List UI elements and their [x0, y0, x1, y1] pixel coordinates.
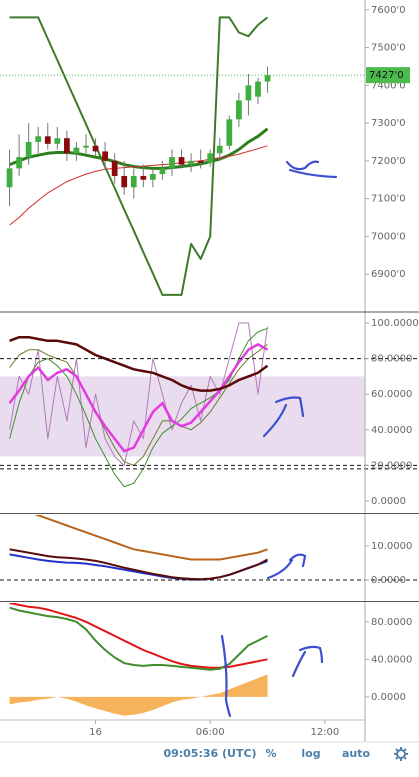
log-button[interactable]: log: [301, 747, 320, 760]
pane: [9, 515, 268, 581]
candle-body: [150, 174, 156, 180]
candle-body: [73, 147, 80, 154]
candle-body: [226, 119, 233, 146]
candle-body: [121, 175, 128, 188]
area: [9, 674, 268, 716]
x-tick-label: 06:00: [196, 727, 225, 738]
candle-body: [130, 175, 137, 188]
last-price-label: 7427'0: [369, 70, 404, 81]
pane: [0, 322, 365, 488]
candle-body: [255, 81, 261, 97]
annotation-stroke: [266, 553, 307, 580]
marks: 7600'0 7500'0 7400'0 7300'0 7200'0 7100'0 7000…: [0, 5, 419, 738]
y-tick-label: 0.0000: [371, 692, 406, 703]
line: [34, 515, 268, 561]
line: [9, 322, 268, 466]
hand-annotations: [220, 160, 338, 718]
y-tick-label: 60.0000: [371, 389, 412, 400]
x-tick-label: 16: [89, 727, 102, 738]
annotation-stroke: [220, 634, 232, 718]
y-tick-label: 0.0000: [371, 575, 406, 586]
y-tick-label: 80.0000: [371, 617, 412, 628]
band: [0, 376, 365, 457]
candle-body: [92, 145, 99, 152]
gear-teeth: [394, 747, 408, 761]
y-tick-label: 40.0000: [371, 654, 412, 665]
candle-body: [102, 151, 108, 161]
line: [9, 548, 268, 581]
line: [9, 606, 268, 671]
y-tick-label: 10.0000: [371, 541, 412, 552]
candle-body: [188, 160, 194, 165]
y-tick-label: 7500'0: [371, 43, 406, 54]
gear-hub: [396, 749, 406, 759]
candle-body: [169, 157, 175, 169]
candle-body: [178, 157, 185, 165]
y-tick-label: 7600'0: [371, 5, 406, 16]
candle-body: [216, 145, 223, 154]
pane: [6, 16, 271, 296]
annotation-stroke: [291, 645, 324, 678]
y-tick-label: 40.0000: [371, 425, 412, 436]
settings-button[interactable]: [394, 747, 408, 761]
candle-body: [64, 138, 70, 154]
candle-body: [54, 138, 61, 144]
line: [8, 343, 269, 453]
candle-body: [83, 145, 89, 148]
line: [9, 145, 268, 226]
candle-body: [236, 100, 242, 120]
y-tick-label: 7100'0: [371, 194, 406, 205]
annotation-stroke: [285, 160, 338, 179]
y-tick-label: 7400'0: [371, 80, 406, 91]
line: [9, 16, 269, 296]
percent-button[interactable]: %: [265, 747, 276, 760]
candle-body: [245, 85, 252, 101]
candle-body: [6, 168, 13, 188]
pane: [9, 603, 268, 716]
candle-body: [207, 153, 214, 163]
y-tick-label: 0.0000: [371, 496, 406, 507]
candle-body: [264, 75, 271, 82]
x-tick-label: 12:00: [310, 727, 339, 738]
y-tick-label: 80.0000: [371, 354, 412, 365]
candle-body: [111, 160, 118, 176]
auto-button[interactable]: auto: [342, 747, 371, 760]
candle-body: [16, 157, 22, 169]
y-tick-label: 20.0000: [371, 460, 412, 471]
candle-body: [44, 136, 51, 144]
candle-body: [35, 136, 42, 142]
clock: 09:05:36 (UTC): [163, 747, 256, 760]
line: [9, 335, 269, 392]
candle-body: [159, 168, 166, 175]
last-price-box: [366, 67, 410, 84]
candle-body: [140, 175, 147, 180]
y-tick-label: 7000'0: [371, 231, 406, 242]
y-tick-label: 7200'0: [371, 156, 406, 167]
y-tick-label: 100.0000: [371, 318, 419, 329]
y-tick-label: 6900'0: [371, 269, 406, 280]
candle-body: [25, 141, 32, 158]
line: [9, 343, 268, 466]
candle-body: [197, 160, 204, 163]
y-tick-label: 7300'0: [371, 118, 406, 129]
annotation-stroke: [262, 396, 305, 438]
